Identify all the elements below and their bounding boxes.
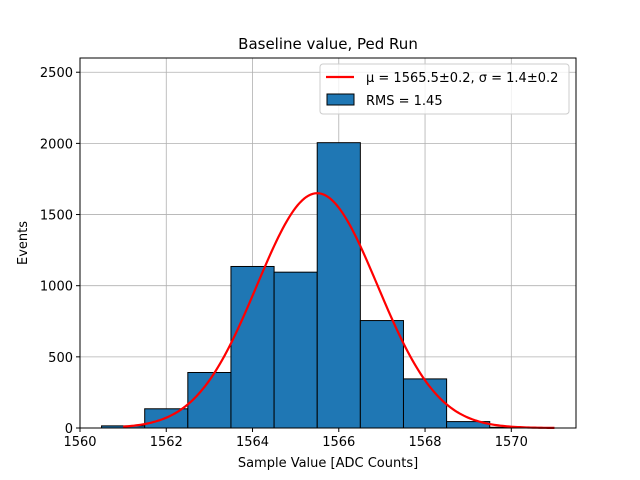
gaussian-fit (123, 192, 555, 429)
y-tick-label: 0 (65, 422, 73, 437)
x-tick-label: 1560 (63, 435, 96, 450)
x-axis-ticks: 1560 1562 1564 1566 1568 1570 (63, 428, 528, 450)
x-tick-label: 1566 (322, 435, 355, 450)
legend-hist-swatch (326, 93, 355, 106)
histogram-bars (101, 142, 534, 429)
histogram-bar (359, 320, 404, 429)
legend-box (319, 63, 570, 115)
y-tick-label: 1500 (40, 209, 73, 224)
y-axis-ticks: 0 500 1000 1500 2000 2500 (40, 66, 80, 437)
histogram-bar (316, 142, 361, 429)
plot-frame (79, 57, 577, 429)
histogram-bar (273, 271, 318, 429)
histogram-bar (230, 265, 275, 429)
x-tick-label: 1562 (150, 435, 183, 450)
x-tick-label: 1564 (236, 435, 269, 450)
y-tick-label: 1000 (40, 280, 73, 295)
legend: μ = 1565.5±0.2, σ = 1.4±0.2 RMS = 1.45 (319, 63, 570, 115)
histogram-bar (402, 378, 448, 429)
y-tick-label: 2000 (40, 137, 73, 152)
y-axis-label: Events (16, 221, 31, 265)
legend-fit-label: μ = 1565.5±0.2, σ = 1.4±0.2 (366, 71, 558, 86)
x-axis-label: Sample Value [ADC Counts] (238, 456, 418, 471)
y-tick-label: 500 (48, 351, 73, 366)
fit-curve (123, 192, 555, 429)
y-tick-label: 2500 (40, 66, 73, 81)
x-tick-label: 1568 (408, 435, 441, 450)
legend-hist-label: RMS = 1.45 (366, 94, 443, 109)
chart-title: Baseline value, Ped Run (238, 35, 418, 53)
x-tick-label: 1570 (495, 435, 528, 450)
